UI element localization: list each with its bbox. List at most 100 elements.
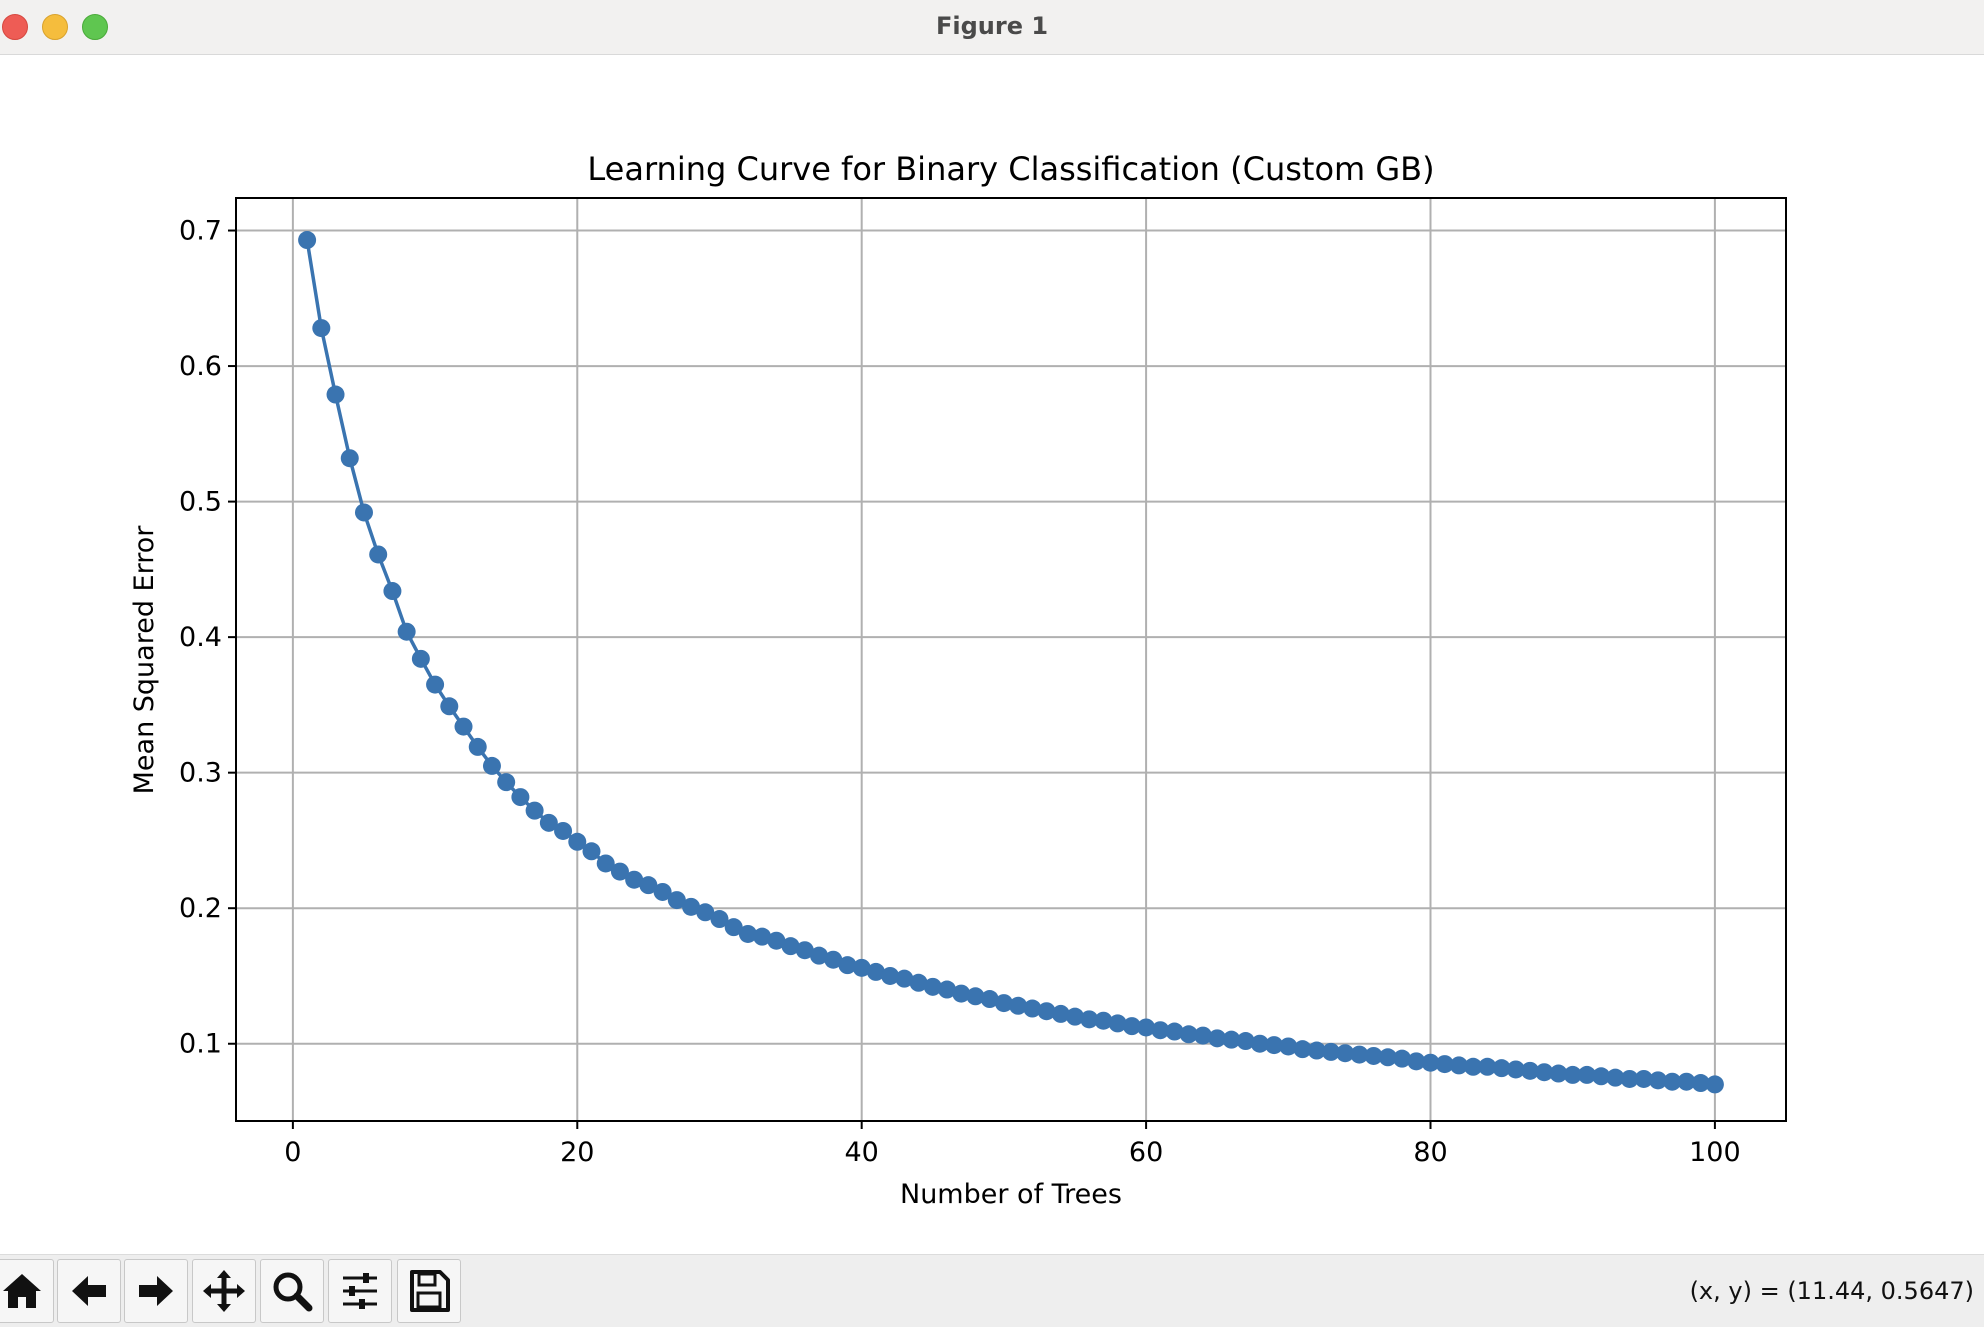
data-point	[596, 854, 615, 873]
data-point	[1321, 1042, 1340, 1061]
save-icon	[410, 1270, 450, 1312]
data-point	[1506, 1060, 1525, 1079]
data-point	[1336, 1044, 1355, 1063]
x-tick-label: 100	[1689, 1137, 1741, 1168]
data-point	[1065, 1007, 1084, 1026]
data-point	[1122, 1017, 1141, 1036]
data-point	[1165, 1022, 1184, 1041]
data-point	[1421, 1053, 1440, 1072]
data-point	[824, 950, 843, 969]
grid-layer	[236, 198, 1786, 1121]
data-point	[625, 870, 644, 889]
data-point	[1407, 1052, 1426, 1071]
forward-button[interactable]	[124, 1259, 188, 1323]
data-point	[454, 717, 473, 736]
zoom-button[interactable]	[260, 1259, 324, 1323]
data-point	[1592, 1067, 1611, 1086]
data-point	[554, 821, 573, 840]
data-point	[1250, 1034, 1269, 1053]
y-tick-label: 0.1	[179, 1029, 222, 1060]
data-point	[994, 994, 1013, 1013]
data-point	[1009, 996, 1028, 1015]
data-point	[1350, 1045, 1369, 1064]
data-point	[1563, 1065, 1582, 1084]
close-window-button[interactable]	[2, 14, 28, 40]
data-point	[781, 937, 800, 956]
window-title: Figure 1	[935, 12, 1049, 40]
data-point	[1449, 1056, 1468, 1075]
data-point	[610, 862, 629, 881]
y-tick-label: 0.6	[179, 351, 222, 382]
data-point	[1236, 1032, 1255, 1051]
pan-button[interactable]	[192, 1259, 256, 1323]
data-point	[738, 924, 757, 943]
data-point	[1606, 1068, 1625, 1087]
data-point	[938, 980, 957, 999]
y-tick-label: 0.5	[179, 487, 222, 518]
plot-area-frame	[235, 197, 1787, 1122]
data-point	[1279, 1037, 1298, 1056]
x-tick-label: 60	[1129, 1137, 1163, 1168]
minimize-window-button[interactable]	[42, 14, 68, 40]
home-button[interactable]	[0, 1259, 54, 1323]
y-tick-label: 0.2	[179, 893, 222, 924]
data-point	[326, 385, 345, 404]
tick-layer: 0 20 40 60 80 100 0.1 0.2 0.3 0.4 0.5 0.6 0.7	[179, 216, 1741, 1168]
data-point	[354, 503, 373, 522]
title-bar: Figure 1	[0, 0, 1984, 55]
back-button[interactable]	[57, 1259, 121, 1323]
data-point	[1378, 1048, 1397, 1067]
data-point	[1464, 1057, 1483, 1076]
zoom-icon	[273, 1272, 313, 1312]
back-icon	[72, 1276, 106, 1306]
data-point	[1222, 1030, 1241, 1049]
data-point	[1535, 1063, 1554, 1082]
data-point	[1492, 1059, 1511, 1078]
data-point	[426, 675, 445, 694]
data-point	[810, 946, 829, 965]
x-tick-label: 80	[1413, 1137, 1447, 1168]
home-icon	[3, 1274, 41, 1308]
data-point	[1691, 1074, 1710, 1093]
data-point	[1037, 1002, 1056, 1021]
data-point	[1364, 1046, 1383, 1065]
data-point	[411, 649, 430, 668]
data-point	[1293, 1040, 1312, 1059]
data-point	[1705, 1075, 1724, 1094]
data-point	[312, 319, 331, 338]
data-point	[1208, 1029, 1227, 1048]
data-point	[838, 956, 857, 975]
maximize-window-button[interactable]	[82, 14, 108, 40]
data-point	[923, 977, 942, 996]
x-tick-label: 40	[845, 1137, 879, 1168]
pan-icon	[203, 1270, 245, 1312]
data-point	[539, 813, 558, 832]
data-point	[767, 931, 786, 950]
data-point	[724, 918, 743, 937]
data-point	[1108, 1014, 1127, 1033]
data-point	[667, 891, 686, 910]
data-point	[1151, 1021, 1170, 1040]
data-point	[1634, 1069, 1653, 1088]
data-point	[1051, 1004, 1070, 1023]
series-layer	[298, 231, 1724, 1094]
data-point	[710, 910, 729, 929]
data-point	[468, 737, 487, 756]
data-point	[340, 449, 359, 468]
data-point	[1663, 1072, 1682, 1091]
data-point	[682, 897, 701, 916]
configure-subplots-button[interactable]	[328, 1259, 392, 1323]
data-point	[980, 990, 999, 1009]
data-point	[952, 984, 971, 1003]
data-point	[482, 756, 501, 775]
data-point	[866, 962, 885, 981]
save-button[interactable]	[397, 1259, 461, 1323]
data-point	[881, 966, 900, 985]
data-point	[440, 697, 459, 716]
figure-canvas[interactable]: Learning Curve for Binary Classification…	[0, 55, 1984, 1253]
y-axis-label: Mean Squared Error	[129, 525, 160, 795]
data-point	[653, 882, 672, 901]
data-point	[639, 876, 658, 895]
y-tick-label: 0.7	[179, 216, 222, 247]
data-point	[1435, 1055, 1454, 1074]
